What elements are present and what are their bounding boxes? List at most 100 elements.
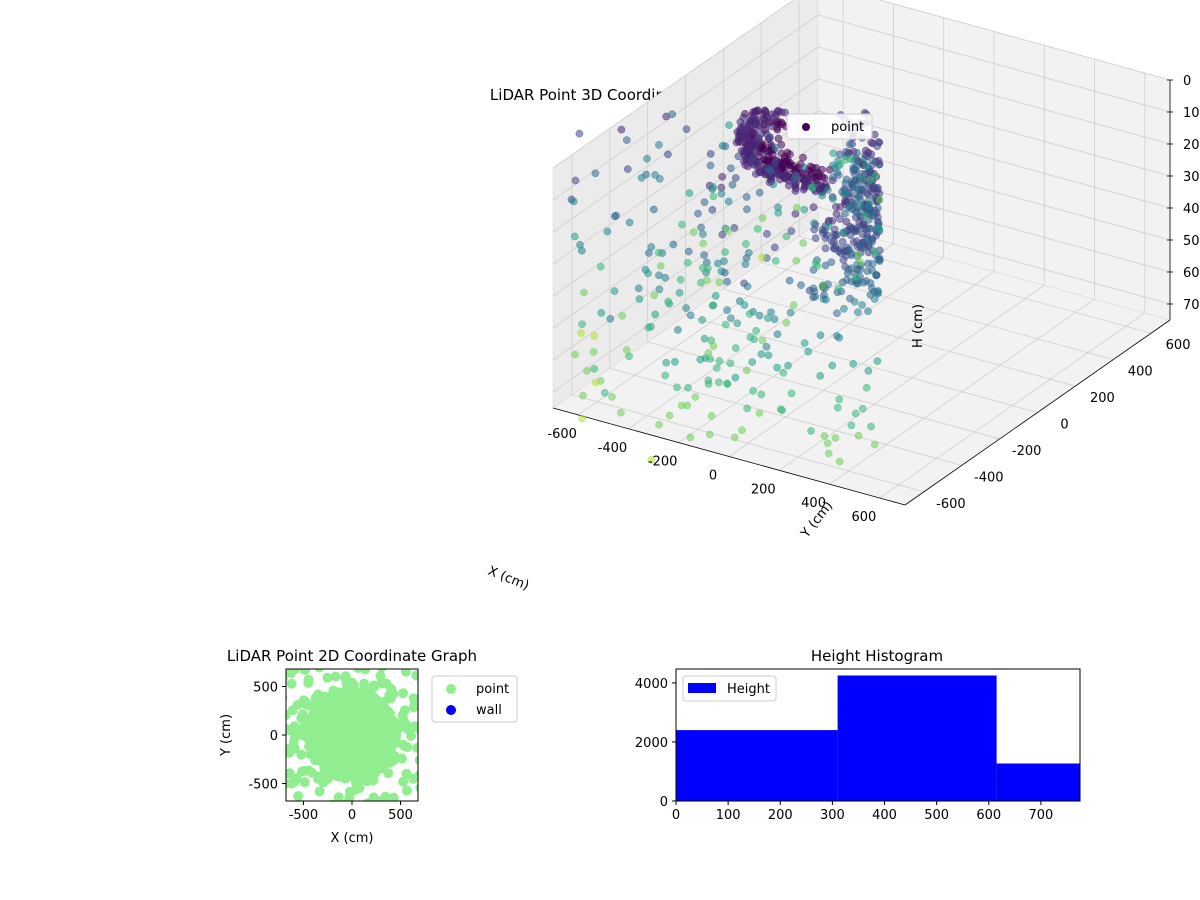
chart-3d-point	[784, 361, 792, 370]
chart-2d-xlabel: X (cm)	[331, 831, 374, 846]
chart-histogram-bar	[996, 763, 1080, 801]
chart-3d-point	[578, 320, 586, 329]
chart-3d-point	[865, 167, 874, 176]
chart-3d-point	[771, 257, 780, 265]
chart-3d-gridline-y	[609, 367, 962, 466]
chart-3d-point	[717, 189, 726, 198]
chart-2d-point	[345, 703, 356, 714]
chart-3d-point	[851, 409, 860, 418]
chart-3d-point	[728, 180, 737, 189]
chart-3d-point	[610, 287, 619, 295]
chart-2d-point	[346, 766, 357, 777]
chart-3d-point	[840, 304, 848, 313]
chart-2d-point	[339, 758, 350, 769]
chart-3d-legend-marker	[802, 123, 810, 131]
chart-3d-point	[809, 284, 818, 293]
chart-2d-point	[359, 715, 370, 726]
chart-2d-point	[398, 688, 409, 699]
chart-3d-point	[718, 230, 727, 239]
chart-3d-point	[829, 195, 837, 203]
chart-3d-point	[832, 332, 841, 340]
chart-3d-point	[838, 278, 847, 287]
chart-3d-point	[841, 209, 849, 218]
chart-3d-point	[597, 309, 606, 317]
chart-3d-gridline-z	[552, 14, 819, 201]
chart-3d-point	[662, 358, 671, 367]
chart-3d-point	[874, 287, 882, 295]
chart-3d-point	[591, 378, 600, 387]
chart-3d-point	[635, 295, 644, 303]
chart-3d-point	[577, 329, 585, 337]
chart-3d-y-axis-line	[904, 319, 1171, 506]
chart-3d-x-axis-line	[552, 407, 906, 506]
chart-3d-point	[706, 150, 715, 158]
chart-3d-point	[571, 350, 579, 359]
chart-3d-point	[743, 145, 751, 154]
chart-3d-point	[703, 276, 711, 284]
chart-3d-ytick-label: -600	[936, 497, 966, 512]
chart-2d-point	[402, 785, 412, 796]
chart-2d-point	[292, 700, 303, 710]
chart-histogram-title: Height Histogram	[811, 647, 943, 665]
chart-3d-point	[655, 420, 663, 429]
chart-2d: LiDAR Point 2D Coordinate Graph -500 0 500…	[219, 647, 518, 846]
chart-3d-point	[854, 431, 863, 440]
chart-histogram-xtick-label: 500	[924, 808, 949, 823]
chart-3d-point	[856, 258, 864, 266]
chart-3d-ztick-label: 500	[1183, 234, 1200, 249]
chart-2d-point	[399, 705, 410, 716]
chart-2d-point	[290, 669, 300, 675]
chart-2d-ticks: -500 0 500 -500 0 500	[248, 680, 412, 823]
chart-2d-point	[329, 746, 339, 757]
chart-3d-point	[792, 170, 800, 179]
chart-3d-point	[715, 357, 724, 365]
chart-3d-point	[745, 310, 754, 318]
chart-3d-point	[694, 209, 702, 218]
chart-3d-point	[655, 141, 663, 149]
chart-3d-point	[862, 383, 871, 392]
chart-3d-point	[773, 363, 781, 372]
chart-histogram-legend-marker	[688, 683, 716, 693]
chart-3d-ztick-label: 200	[1183, 138, 1200, 153]
chart-3d-point	[757, 253, 766, 262]
chart-3d-gridline-z	[552, 78, 819, 265]
chart-3d-point	[617, 125, 626, 134]
chart-3d-point	[852, 273, 860, 281]
chart-3d-ytick-label: 0	[1060, 418, 1068, 433]
chart-2d-point	[388, 755, 399, 766]
chart-2d-point	[391, 737, 402, 748]
chart-2d-point	[340, 715, 351, 726]
chart-3d-zlabel: H (cm)	[911, 304, 926, 348]
chart-3d-point	[866, 224, 875, 233]
chart-3d-point	[731, 344, 740, 352]
chart-2d-point	[409, 699, 418, 710]
chart-3d-point	[797, 281, 805, 289]
chart-2d-point	[414, 770, 418, 780]
chart-3d-point	[734, 152, 743, 161]
chart-3d-point	[841, 189, 850, 198]
chart-3d-axes	[552, 80, 1171, 506]
chart-3d-point	[868, 266, 877, 275]
chart-3d-point	[766, 167, 775, 175]
chart-3d-point	[844, 265, 853, 274]
chart-3d-point	[861, 212, 869, 220]
chart-3d-point	[723, 277, 731, 286]
chart-2d-point	[383, 768, 394, 779]
chart-3d-point	[644, 269, 652, 278]
chart-2d-point	[300, 669, 310, 676]
chart-3d-point	[857, 174, 866, 183]
chart-3d-point	[777, 108, 786, 117]
chart-histogram-xtick-label: 200	[768, 808, 793, 823]
chart-3d-point	[774, 208, 783, 217]
chart-histogram-ytick-label: 0	[660, 795, 668, 810]
chart-3d-point	[721, 320, 730, 329]
chart-3d-point	[753, 225, 762, 233]
chart-3d-xtick-label: -200	[648, 455, 678, 470]
chart-3d-point	[762, 342, 771, 351]
chart-3d-point	[651, 310, 660, 319]
chart-histogram: Height Histogram 0 100 200 300 400 500 600 7000…	[635, 647, 1081, 823]
chart-3d-point	[835, 457, 844, 466]
chart-3d-point	[868, 260, 877, 268]
chart-2d-xtick-label: -500	[289, 808, 319, 823]
chart-3d-point	[569, 197, 578, 206]
